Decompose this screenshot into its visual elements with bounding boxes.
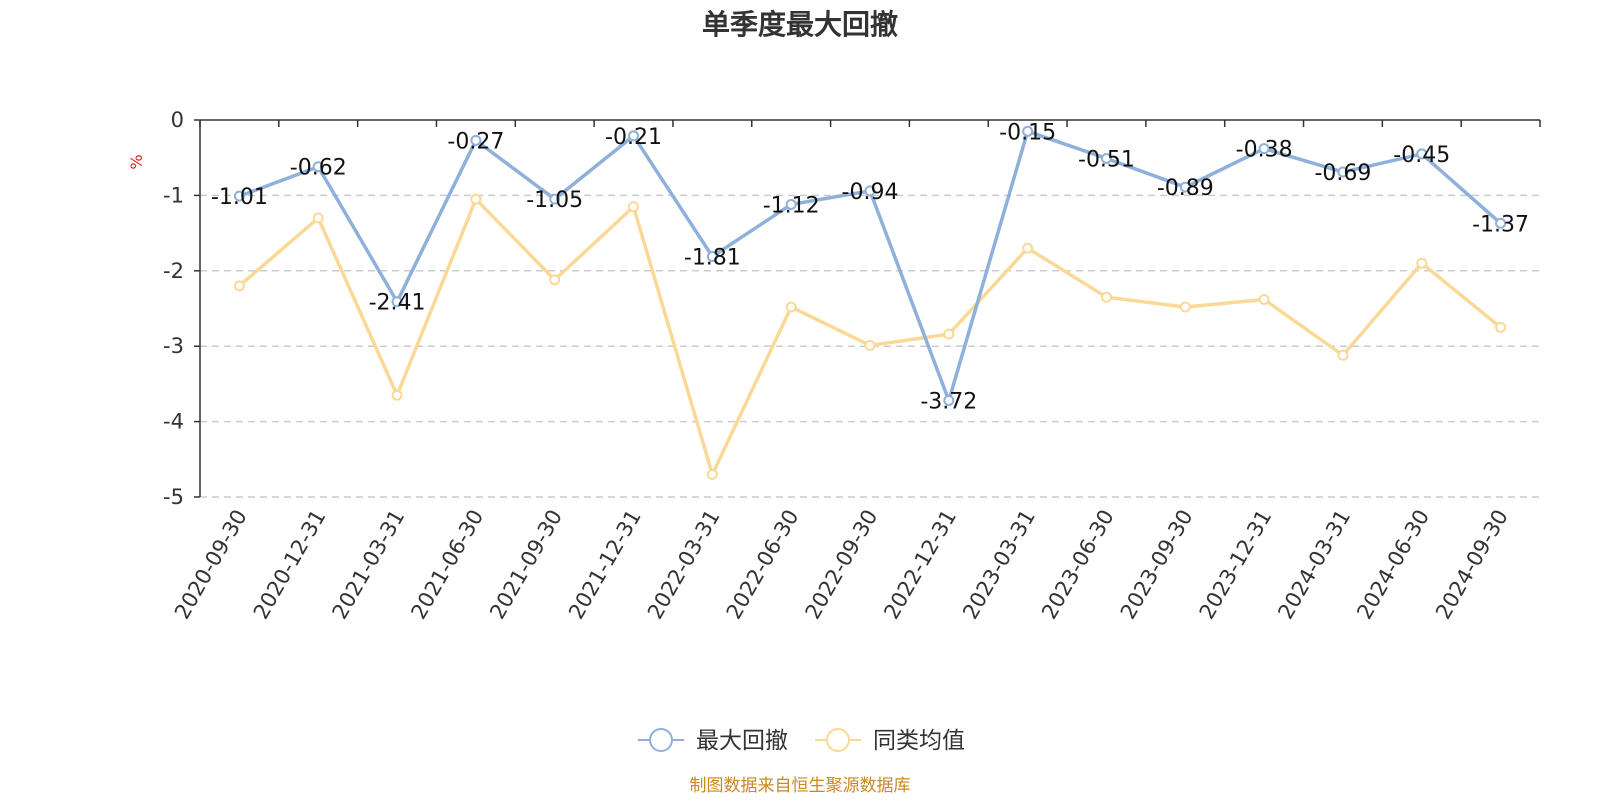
source-note: 制图数据来自恒生聚源数据库 <box>690 776 911 796</box>
data-point[interactable] <box>233 190 245 202</box>
data-label: -2.41 <box>369 291 426 316</box>
data-label: -0.94 <box>842 180 899 205</box>
data-point[interactable] <box>706 250 718 262</box>
data-label: -1.12 <box>763 193 820 218</box>
data-point[interactable] <box>391 296 403 308</box>
legend: 最大回撤 同类均值 <box>638 728 965 754</box>
x-tick-label: 2024-09-30 <box>1431 506 1513 624</box>
x-tick-label: 2022-12-31 <box>879 505 961 623</box>
data-label: -1.37 <box>1472 212 1529 237</box>
x-tick-label: 2021-03-31 <box>328 506 410 624</box>
data-point[interactable] <box>785 301 797 313</box>
data-point[interactable] <box>628 201 640 213</box>
data-point[interactable] <box>312 212 324 224</box>
x-tick-label: 2020-09-30 <box>170 506 252 624</box>
data-point[interactable] <box>470 134 482 146</box>
data-point[interactable] <box>1179 301 1191 313</box>
y-tick-label: -2 <box>163 259 184 283</box>
legend-item[interactable]: 同类均值 <box>815 728 965 754</box>
data-point[interactable] <box>943 328 955 340</box>
data-point[interactable] <box>1337 349 1349 361</box>
data-point[interactable] <box>1416 148 1428 160</box>
data-point[interactable] <box>549 193 561 205</box>
data-point[interactable] <box>1258 143 1270 155</box>
data-label: -1.81 <box>684 245 741 270</box>
data-point[interactable] <box>1337 166 1349 178</box>
series-layer <box>233 125 1507 480</box>
data-point[interactable] <box>1100 291 1112 303</box>
chart-title: 单季度最大回撤 <box>702 8 898 41</box>
x-tick-label: 2024-03-31 <box>1273 506 1355 624</box>
x-tick-label: 2021-12-31 <box>564 506 646 624</box>
data-point[interactable] <box>706 468 718 480</box>
data-label: -0.27 <box>447 129 504 154</box>
grid-lines <box>200 194 1540 498</box>
y-unit-label: % <box>127 154 146 169</box>
x-tick-label: 2023-03-31 <box>958 506 1040 624</box>
data-label: -0.38 <box>1236 138 1293 163</box>
x-tick-label: 2022-09-30 <box>801 506 883 624</box>
data-point[interactable] <box>1179 181 1191 193</box>
data-label: -0.89 <box>1157 176 1214 201</box>
data-label: -0.69 <box>1314 161 1371 186</box>
y-tick-label: -5 <box>163 485 184 509</box>
x-tick-label: 2021-06-30 <box>406 505 488 623</box>
x-tick-label: 2024-06-30 <box>1352 506 1434 624</box>
data-point[interactable] <box>549 274 561 286</box>
data-label: -0.62 <box>290 156 347 181</box>
data-point[interactable] <box>1100 152 1112 164</box>
data-point[interactable] <box>1495 217 1507 229</box>
data-labels: -1.01 -0.62 -2.41 -0.27 -1.05 -0.21 -1.81 -1.12… <box>211 120 1529 414</box>
x-tick-label: 2020-12-31 <box>249 506 331 624</box>
data-point[interactable] <box>1416 257 1428 269</box>
x-tick-label: 2022-06-30 <box>722 506 804 624</box>
y-tick-label: -4 <box>163 410 184 434</box>
data-label: -0.51 <box>1078 147 1135 172</box>
x-tick-label: 2023-12-31 <box>1195 506 1277 624</box>
data-label: -0.21 <box>605 125 662 150</box>
x-tick-label: 2023-09-30 <box>1116 506 1198 624</box>
legend-label: 最大回撤 <box>696 728 788 754</box>
data-point[interactable] <box>943 394 955 406</box>
data-point[interactable] <box>312 161 324 173</box>
y-tick-label: -1 <box>163 183 184 207</box>
legend-marker-icon <box>649 728 673 752</box>
series-1 <box>233 193 1507 480</box>
legend-item[interactable]: 最大回撤 <box>638 728 788 754</box>
series-0 <box>233 125 1507 406</box>
y-tick-label: -3 <box>163 334 184 358</box>
data-point[interactable] <box>470 193 482 205</box>
data-point[interactable] <box>1258 293 1270 305</box>
legend-marker-icon <box>826 728 850 752</box>
x-tick-label: 2022-03-31 <box>643 506 725 624</box>
data-point[interactable] <box>785 198 797 210</box>
data-label: -3.72 <box>920 389 977 414</box>
data-point[interactable] <box>1495 321 1507 333</box>
data-point[interactable] <box>628 130 640 142</box>
x-tick-label: 2023-06-30 <box>1037 506 1119 624</box>
x-tick-label: 2021-09-30 <box>485 506 567 624</box>
y-tick-label: 0 <box>171 108 184 132</box>
data-point[interactable] <box>391 389 403 401</box>
data-point[interactable] <box>864 185 876 197</box>
data-label: -1.01 <box>211 185 268 210</box>
data-point[interactable] <box>233 280 245 292</box>
data-point[interactable] <box>1022 242 1034 254</box>
series-line <box>238 129 1502 403</box>
data-point[interactable] <box>1022 125 1034 137</box>
data-label: -0.15 <box>999 120 1056 145</box>
data-label: -0.45 <box>1393 143 1450 168</box>
data-point[interactable] <box>864 339 876 351</box>
data-label: -1.05 <box>526 188 583 213</box>
legend-label: 同类均值 <box>873 728 965 754</box>
